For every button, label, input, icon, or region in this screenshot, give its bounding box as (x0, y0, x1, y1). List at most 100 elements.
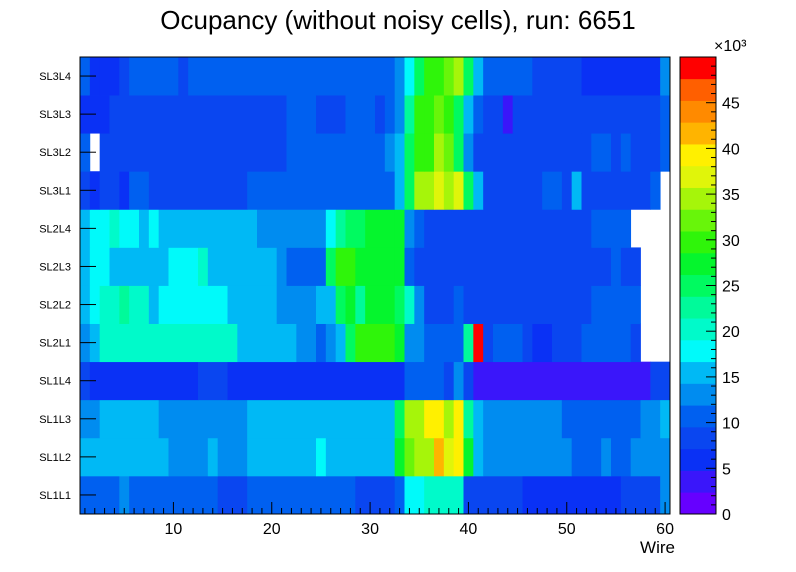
cell-SL3L1-40-40 (463, 171, 474, 210)
cell-SL2L1-49-51 (552, 323, 582, 363)
cell-SL1L3-41-41 (473, 399, 484, 439)
cell-SL1L1-33-33 (394, 475, 405, 515)
colorbar-tick-label: 35 (722, 187, 740, 204)
cell-SL1L1-38-39 (443, 475, 464, 515)
cell-SL1L1-40-45 (463, 475, 523, 515)
cell-SL3L4-5-5 (119, 57, 130, 96)
colorbar-band (680, 426, 716, 450)
cell-SL3L3-34-34 (404, 95, 415, 134)
cell-SL1L2-39-39 (453, 437, 464, 477)
cell-SL1L1-13-14 (198, 475, 219, 515)
cell-SL3L4-6-10 (129, 57, 179, 96)
cell-SL2L4-21-25 (276, 209, 327, 248)
cell-SL2L1-52-56 (581, 323, 632, 363)
cell-SL2L1-47-48 (532, 323, 553, 363)
cell-SL2L3-55-55 (611, 247, 622, 286)
cell-SL1L2-55-56 (611, 437, 632, 477)
cell-SL2L4-35-35 (414, 209, 425, 248)
cell-SL3L4-41-41 (473, 57, 484, 96)
cell-SL3L4-33-33 (394, 57, 405, 96)
cell-SL2L2-36-38 (424, 285, 455, 324)
cell-SL3L4-52-59 (581, 57, 661, 96)
cell-SL2L3-34-34 (404, 247, 415, 286)
cell-SL2L1-25-25 (316, 323, 327, 363)
cell-SL3L1-49-49 (552, 171, 563, 210)
cell-SL3L3-42-43 (483, 95, 504, 134)
y-tick-label: SL1L4 (39, 376, 71, 388)
cell-SL1L2-34-34 (404, 437, 415, 477)
cell-SL3L2-53-54 (591, 133, 612, 172)
cell-SL2L1-40-40 (463, 323, 474, 363)
cell-SL3L3-38-38 (443, 95, 455, 134)
cell-SL1L2-16-17 (227, 437, 248, 477)
colorbar-band (680, 209, 716, 232)
cell-SL2L2-8-8 (148, 285, 160, 324)
cell-SL3L1-33-33 (394, 171, 405, 210)
x-tick-label: 20 (263, 521, 281, 538)
cell-SL3L4-37-37 (434, 57, 445, 96)
cell-SL2L1-27-27 (335, 323, 346, 363)
x-tick-label: 40 (460, 521, 478, 538)
cell-SL3L1-42-47 (483, 171, 543, 210)
y-tick-label: SL3L4 (39, 71, 71, 83)
cell-SL1L3-34-35 (404, 399, 425, 439)
cell-SL3L2-36-36 (424, 133, 435, 172)
cell-SL3L2-3-3 (99, 133, 110, 172)
cell-SL1L4-55-55 (611, 361, 622, 401)
cell-SL2L4-19-20 (257, 209, 278, 248)
colorbar-tick-label: 40 (722, 141, 740, 158)
cell-SL2L3-11-12 (178, 247, 199, 286)
cell-SL1L4-13-15 (198, 361, 228, 401)
cell-SL2L2-40-52 (463, 285, 592, 324)
cell-SL2L2-19-20 (257, 285, 278, 324)
colorbar-tick-label: 25 (722, 279, 740, 296)
heatmap-cells (80, 57, 671, 515)
cell-SL2L3-10-10 (168, 247, 179, 286)
cell-SL1L3-33-33 (394, 399, 405, 439)
colorbar: 0 5 10 15 20 25 30 35 40 45 (679, 56, 740, 524)
cell-SL2L4-33-33 (394, 209, 405, 248)
cell-SL1L2-25-25 (316, 437, 327, 477)
y-tick-label: SL2L3 (39, 261, 71, 273)
cell-SL3L2-55-55 (611, 133, 622, 172)
colorbar-band (680, 318, 716, 341)
cell-SL2L4-2-3 (89, 209, 110, 248)
cell-SL3L2-22-31 (286, 133, 386, 172)
cell-SL1L3-36-37 (424, 399, 445, 439)
cell-SL1L2-37-37 (434, 437, 445, 477)
colorbar-band (680, 252, 716, 276)
cell-SL3L3-37-37 (434, 95, 445, 134)
chart-title: Ocupancy (without noisy cells), run: 665… (160, 5, 635, 35)
y-tick-label: SL1L2 (39, 452, 71, 464)
cell-SL2L2-16-18 (227, 285, 258, 324)
cell-SL3L1-38-38 (443, 171, 455, 210)
cell-SL3L2-32-32 (384, 133, 396, 172)
y-tick-label: SL1L3 (39, 414, 71, 426)
cell-SL3L1-52-52 (581, 171, 592, 210)
cell-SL2L3-56-57 (620, 247, 641, 286)
cell-SL1L2-26-32 (325, 437, 396, 477)
cell-SL3L4-35-35 (414, 57, 425, 96)
y-axis-labels: SL1L1 SL1L2 SL1L3 SL1L4 SL2L1 SL2L2 SL2L3 SL2L4… (39, 71, 96, 502)
cell-SL3L2-41-52 (473, 133, 592, 172)
cell-SL3L1-41-41 (473, 171, 484, 210)
cell-SL3L1-48-48 (542, 171, 553, 210)
cell-SL3L2-57-58 (630, 133, 651, 172)
colorbar-band (680, 339, 716, 363)
cell-SL3L4-34-34 (404, 57, 415, 96)
cell-SL2L1-43-45 (493, 323, 523, 363)
x-axis-ticks: 10 20 30 40 50 60 (84, 502, 674, 538)
cell-SL3L3-52-58 (581, 95, 651, 134)
cell-SL3L2-37-37 (434, 133, 445, 172)
cell-SL2L3-22-25 (286, 247, 327, 286)
cell-SL3L3-32-32 (384, 95, 396, 134)
cell-SL2L4-8-8 (148, 209, 160, 248)
cell-SL2L2-35-35 (414, 285, 425, 324)
cell-SL3L3-41-41 (473, 95, 484, 134)
cell-SL3L1-59-59 (650, 171, 661, 210)
cell-SL3L3-60-60 (660, 95, 671, 134)
colorbar-band (680, 405, 716, 428)
cell-SL2L1-3-5 (99, 323, 130, 363)
cell-SL2L1-17-22 (237, 323, 297, 363)
cell-SL1L3-39-39 (453, 399, 464, 439)
